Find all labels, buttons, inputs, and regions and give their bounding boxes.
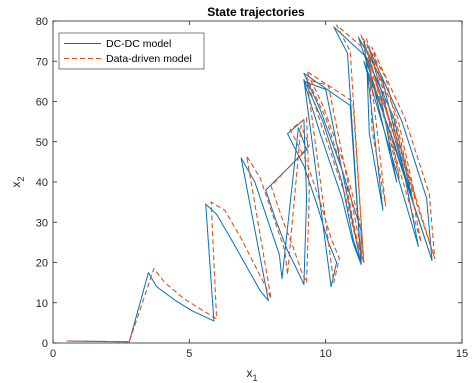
ticks-layer: 0 5 10 15 0 10 20 30 40 50 60 70 80 bbox=[36, 16, 468, 360]
y-tick-label: 80 bbox=[36, 16, 48, 28]
legend-label-dc-dc: DC-DC model bbox=[106, 38, 171, 50]
y-tick-label: 20 bbox=[36, 258, 48, 270]
legend: DC-DC model Data-driven model bbox=[58, 32, 205, 70]
chart-title: State trajectories bbox=[207, 5, 305, 19]
series-layer bbox=[66, 24, 436, 343]
y-tick-label: 0 bbox=[42, 338, 48, 350]
x-axis-label: x1 bbox=[246, 366, 257, 383]
legend-label-data-driven: Data-driven model bbox=[106, 53, 192, 65]
x-tick-label: 15 bbox=[456, 348, 468, 360]
y-tick-label: 70 bbox=[36, 56, 48, 68]
y-tick-label: 50 bbox=[36, 137, 48, 149]
x-tick-label: 5 bbox=[186, 348, 192, 360]
y-tick-label: 10 bbox=[36, 298, 48, 310]
y-tick-label: 30 bbox=[36, 217, 48, 229]
y-tick-label: 60 bbox=[36, 97, 48, 109]
y-axis-label: x2 bbox=[9, 176, 26, 187]
plot-area: 0 5 10 15 0 10 20 30 40 50 60 70 80 bbox=[36, 16, 468, 360]
legend-box bbox=[58, 32, 205, 70]
x-tick-label: 0 bbox=[50, 348, 56, 360]
x-tick-label: 10 bbox=[320, 348, 332, 360]
axes-box bbox=[52, 20, 463, 344]
y-tick-label: 40 bbox=[36, 177, 48, 189]
series-line-dc-dc-model bbox=[66, 26, 433, 343]
